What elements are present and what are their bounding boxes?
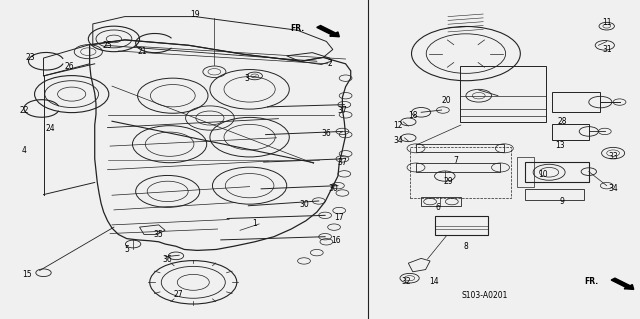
Text: 23: 23 xyxy=(26,53,36,62)
Text: 20: 20 xyxy=(442,96,452,105)
Text: 22: 22 xyxy=(20,106,29,115)
Text: 30: 30 xyxy=(299,200,309,209)
Text: 37: 37 xyxy=(337,158,348,167)
Text: 27: 27 xyxy=(173,290,183,299)
Text: FR.: FR. xyxy=(290,24,304,33)
Text: 15: 15 xyxy=(22,271,32,279)
Text: 12: 12 xyxy=(394,121,403,130)
Text: 36: 36 xyxy=(163,256,173,264)
Text: 30: 30 xyxy=(328,184,338,193)
Text: 33: 33 xyxy=(608,152,618,161)
Text: 8: 8 xyxy=(463,242,468,251)
FancyArrow shape xyxy=(317,26,339,37)
Text: 37: 37 xyxy=(337,106,348,115)
Text: 18: 18 xyxy=(408,111,417,120)
Text: 26: 26 xyxy=(64,62,74,71)
Text: 36: 36 xyxy=(321,129,332,138)
Text: 17: 17 xyxy=(334,213,344,222)
Text: 24: 24 xyxy=(45,124,55,133)
Text: 9: 9 xyxy=(559,197,564,206)
Text: 16: 16 xyxy=(331,236,341,245)
Bar xyxy=(435,216,488,235)
Text: 2: 2 xyxy=(327,59,332,68)
Text: 21: 21 xyxy=(138,47,147,56)
Text: 14: 14 xyxy=(429,277,439,286)
Text: 31: 31 xyxy=(602,45,612,54)
Text: 28: 28 xyxy=(557,117,566,126)
Text: 6: 6 xyxy=(436,204,441,212)
FancyArrow shape xyxy=(611,278,634,289)
Text: FR.: FR. xyxy=(584,277,598,286)
Text: 19: 19 xyxy=(190,10,200,19)
Text: 32: 32 xyxy=(401,277,412,286)
Text: 4: 4 xyxy=(22,146,27,155)
Text: 29: 29 xyxy=(443,177,453,186)
Text: S103-A0201: S103-A0201 xyxy=(462,291,508,300)
Text: 34: 34 xyxy=(608,184,618,193)
Text: 35: 35 xyxy=(154,230,164,239)
Bar xyxy=(460,66,546,122)
Bar xyxy=(410,147,511,198)
Text: 1: 1 xyxy=(252,219,257,228)
Text: 7: 7 xyxy=(453,156,458,165)
Text: 11: 11 xyxy=(602,19,611,27)
Text: 25: 25 xyxy=(102,41,113,50)
Text: 3: 3 xyxy=(244,74,249,83)
Text: 34: 34 xyxy=(393,137,403,145)
Text: 10: 10 xyxy=(538,170,548,179)
Text: 13: 13 xyxy=(555,141,565,150)
Text: 5: 5 xyxy=(124,245,129,254)
